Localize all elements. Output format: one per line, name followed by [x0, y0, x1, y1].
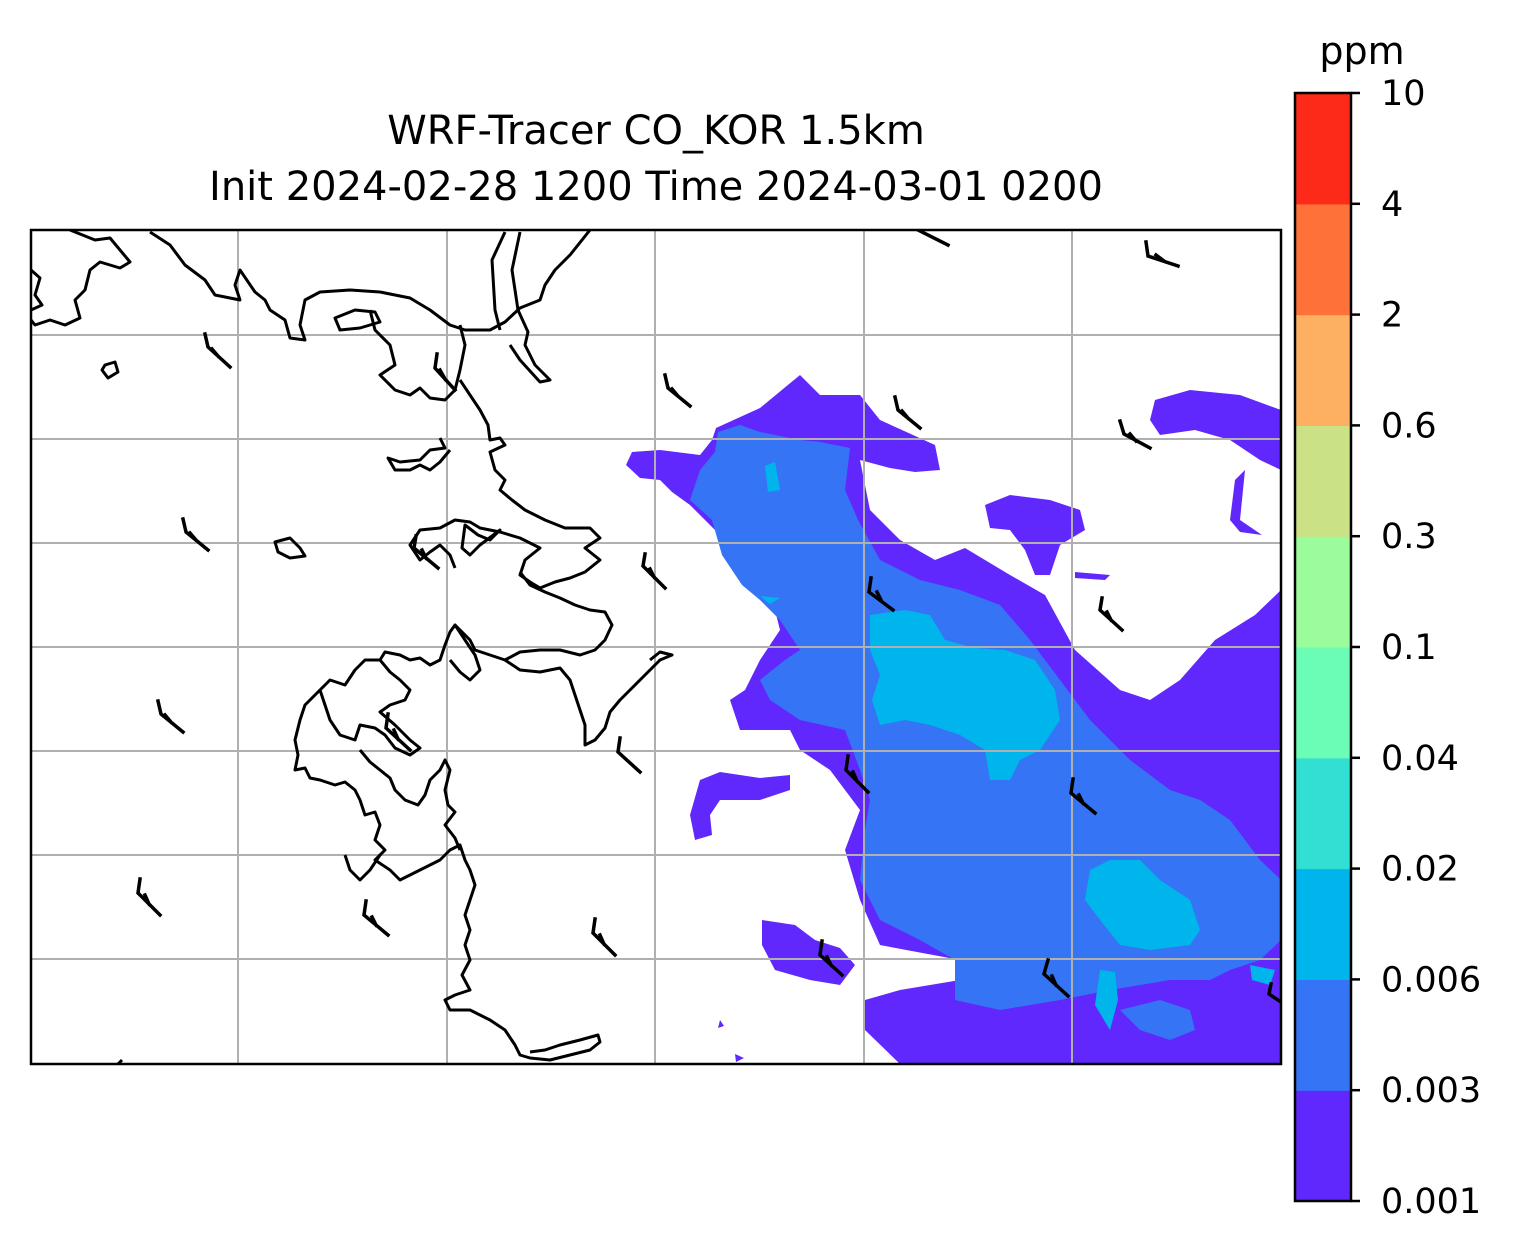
wind-barb — [384, 712, 413, 753]
wind-barb — [867, 576, 896, 613]
colorbar-tick-label: 2 — [1381, 296, 1403, 336]
wind-barb — [180, 516, 211, 553]
wind-barb — [155, 698, 186, 735]
wind-barb — [641, 551, 668, 591]
colorbar-tick-label: 0.04 — [1381, 739, 1459, 779]
map-subtitle: Init 2024-02-28 1200 Time 2024-03-01 020… — [209, 164, 1103, 210]
colorbar-segment — [1295, 203, 1351, 316]
wind-barb — [591, 917, 618, 958]
colorbar-segment — [1295, 979, 1351, 1091]
wind-barb — [202, 331, 233, 370]
wind-barb — [1144, 240, 1181, 269]
wind-barb — [818, 939, 845, 978]
colorbar-tick-label: 0.003 — [1381, 1071, 1481, 1111]
colorbar-segment — [1295, 647, 1351, 759]
colorbar-tick-label: 0.1 — [1381, 628, 1437, 668]
colorbar: 0.001 0.003 0.006 0.02 0.04 0.1 0.3 0.6 2 4 10 — [1293, 74, 1481, 1222]
colorbar-tick-label: 10 — [1381, 74, 1426, 114]
colorbar-tick-label: 0.006 — [1381, 960, 1481, 1000]
wind-barb — [1069, 777, 1098, 816]
map-gridlines — [31, 230, 1281, 1064]
wind-barb — [1042, 957, 1071, 999]
wind-barb — [136, 877, 163, 918]
wind-barb — [844, 754, 871, 795]
wind-barb — [616, 736, 643, 775]
contour-level-3 — [760, 462, 1275, 1030]
colorbar-segment — [1295, 1090, 1351, 1202]
map-title: WRF-Tracer CO_KOR 1.5km — [387, 108, 925, 154]
colorbar-tick-label: 0.6 — [1381, 406, 1437, 446]
wind-barb — [1117, 418, 1153, 451]
wind-barb — [412, 533, 441, 571]
coastlines — [31, 230, 674, 1064]
wind-barb — [433, 352, 458, 393]
colorbar-segment — [1295, 314, 1351, 426]
colorbar-segment — [1295, 425, 1351, 537]
concentration-contours — [626, 375, 1281, 1064]
wind-barb — [662, 372, 693, 409]
colorbar-tick-label: 0.02 — [1381, 850, 1459, 890]
wind-barb — [892, 394, 923, 431]
colorbar-unit-label: ppm — [1319, 29, 1404, 73]
wind-barb — [1098, 595, 1125, 633]
colorbar-tick-label: 0.001 — [1381, 1182, 1481, 1222]
map-frame — [29, 228, 1283, 1066]
colorbar-segment — [1295, 536, 1351, 648]
colorbar-segment — [1295, 868, 1351, 980]
wind-barbs — [136, 230, 1281, 1005]
colorbar-segment — [1295, 757, 1351, 870]
wind-barb — [915, 230, 951, 248]
wind-barb — [362, 899, 391, 938]
wind-barb — [1267, 981, 1281, 1005]
colorbar-segment — [1295, 93, 1351, 205]
map-area — [31, 230, 1281, 1064]
colorbar-tick-label: 4 — [1381, 185, 1403, 225]
colorbar-tick-label: 0.3 — [1381, 517, 1437, 557]
